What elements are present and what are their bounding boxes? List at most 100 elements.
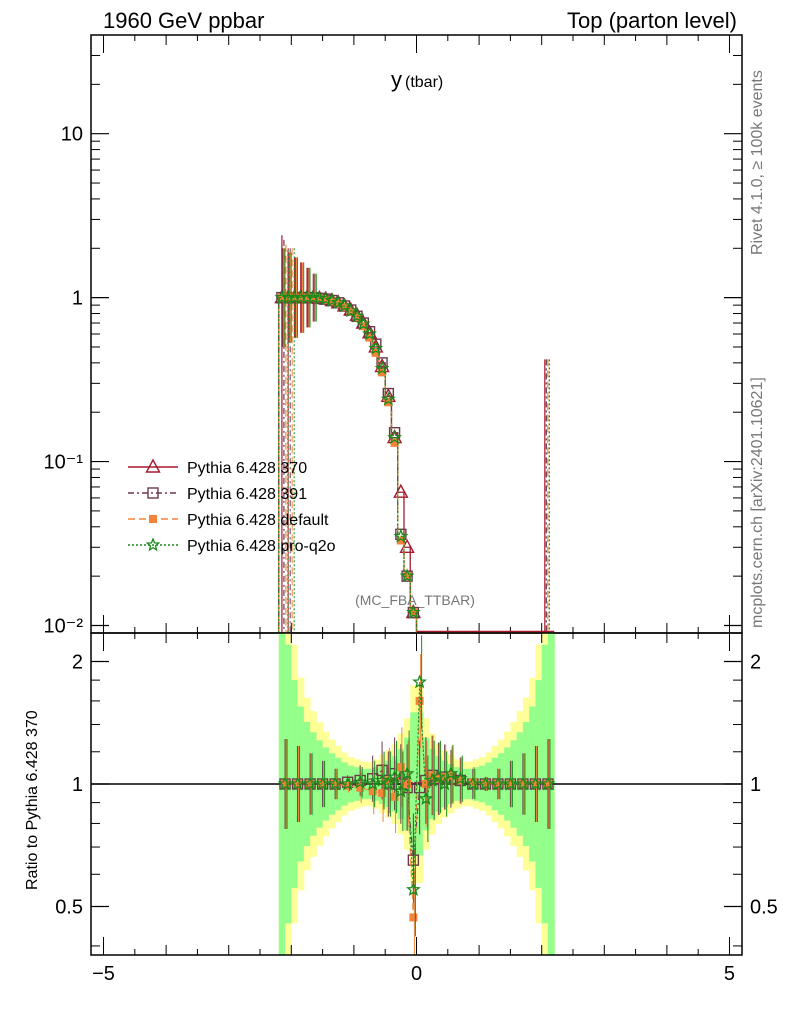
data-point [380, 391, 396, 406]
data-point [365, 333, 374, 342]
data-point [396, 536, 405, 545]
data-point [378, 368, 387, 377]
data-point [321, 295, 330, 304]
y-tick-label: 10⁻¹ [44, 452, 84, 474]
series-line [278, 296, 548, 634]
ratio-y-tick-label: 2 [72, 652, 83, 674]
rivet-label: Rivet 4.1.0, ≥ 100k events [749, 70, 766, 255]
ratio-point [277, 776, 293, 791]
legend-marker [145, 458, 161, 473]
ratio-point [365, 776, 381, 791]
y-tick-label: 1 [72, 288, 83, 310]
ratio-point [340, 776, 356, 791]
series-line [278, 296, 548, 634]
data-point [277, 293, 286, 302]
ratio-point [327, 776, 343, 791]
ratio-point [384, 776, 393, 785]
data-point [387, 429, 402, 444]
ratio-line [285, 769, 548, 861]
mcplots-label: mcplots.cern.ch [arXiv:2401.10621] [749, 377, 766, 628]
ratio-point [406, 881, 421, 896]
x-tick-label: 5 [724, 963, 735, 985]
data-point [349, 308, 365, 323]
ratio-y-tick-label: 1 [72, 774, 83, 796]
y-tick-label: 10⁻² [44, 615, 84, 637]
data-point [390, 438, 399, 447]
legend-label: Pythia 6.428 391 [187, 486, 307, 503]
x-tick-label: −5 [92, 963, 115, 985]
data-point [324, 292, 340, 307]
main-title-suffix: (tbar) [405, 74, 443, 91]
legend-marker [147, 487, 159, 499]
ratio-point [452, 770, 468, 786]
series-line [278, 296, 548, 634]
ratio-point [356, 783, 365, 792]
ratio-point [390, 792, 399, 801]
ratio-point [506, 779, 515, 788]
data-point [388, 426, 401, 439]
ratio-point [415, 696, 424, 705]
data-point [302, 293, 311, 302]
data-point [393, 483, 409, 498]
ratio-y-tick-label: 0.5 [55, 896, 83, 918]
ratio-series [91, 635, 742, 955]
data-point [362, 326, 378, 341]
ratio-y-tick-label-right: 1 [750, 774, 761, 796]
y-tick-label: 10 [61, 124, 83, 146]
header-right: Top (parton level) [567, 8, 737, 33]
ratio-line [285, 682, 548, 890]
ratio-point [403, 779, 412, 788]
ratio-point [477, 776, 493, 791]
ratio-point [465, 776, 481, 791]
ratio-point [412, 674, 427, 689]
ratio-point [518, 779, 527, 788]
ratio-point [290, 776, 306, 791]
ratio-point [503, 776, 518, 791]
data-point [355, 316, 371, 331]
legend-label: Pythia 6.428 default [187, 512, 329, 529]
ratio-point [331, 779, 340, 788]
ratio-point [540, 776, 556, 791]
ratio-point [515, 776, 531, 791]
data-point [353, 313, 362, 322]
ratio-point [352, 774, 368, 789]
main-title: y [391, 67, 402, 92]
main-ticks: 10 1 10⁻¹ 10⁻² [44, 35, 742, 637]
uncertainty-band-inner [278, 633, 286, 955]
ratio-point [393, 783, 409, 798]
ratio-y-tick-label-right: 2 [750, 652, 761, 674]
ratio-point [527, 776, 543, 791]
legend-label: Pythia 6.428 pro-q2o [187, 538, 336, 555]
ratio-ticks: 2 2 1 1 0.5 0.5 −5 0 5 [55, 633, 778, 985]
ratio-panel: 2 2 1 1 0.5 0.5 −5 0 5 Ratio to Pythia 6.428 370 [24, 632, 778, 985]
x-tick-label: 0 [411, 963, 422, 985]
ratio-point [374, 772, 390, 787]
ratio-point [418, 790, 434, 806]
ratio-point [431, 769, 446, 784]
header-left: 1960 GeV ppbar [103, 8, 264, 33]
legend: Pythia 6.428 370 Pythia 6.428 391 Pythia 6… [128, 458, 336, 555]
ratio-point [493, 779, 502, 788]
ratio-point [378, 789, 387, 798]
ratio-point [407, 854, 420, 866]
legend-label: Pythia 6.428 370 [187, 460, 307, 477]
ratio-point [396, 763, 405, 772]
ratio-ylabel: Ratio to Pythia 6.428 370 [24, 710, 41, 890]
main-series [274, 235, 555, 634]
ratio-point [443, 765, 459, 781]
ratio-point [437, 776, 453, 791]
data-point [346, 307, 355, 316]
legend-marker [145, 537, 161, 552]
ratio-point [380, 776, 396, 791]
legend-marker [149, 515, 157, 523]
analysis-tag: (MC_FBA_TTBAR) [355, 592, 475, 608]
data-point [330, 295, 346, 310]
ratio-point [343, 781, 352, 790]
uncertainty-band-inner [547, 633, 555, 955]
data-point [340, 302, 349, 311]
data-point [403, 572, 412, 581]
ratio-point [490, 776, 506, 791]
ratio-point [315, 776, 330, 791]
ratio-point [387, 769, 402, 784]
